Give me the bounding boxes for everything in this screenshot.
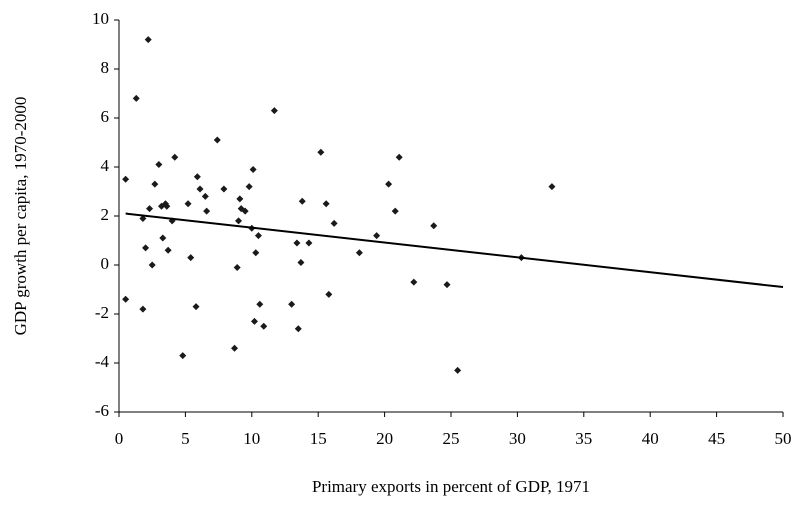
y-tick-label: -6 (95, 401, 109, 420)
point (163, 202, 171, 210)
point (430, 222, 438, 230)
point (187, 254, 195, 262)
point (144, 36, 152, 44)
point (241, 207, 249, 215)
y-tick-label: 8 (101, 58, 110, 77)
point (256, 300, 264, 308)
point (201, 192, 209, 200)
point (122, 295, 130, 303)
point (322, 200, 330, 208)
point (270, 107, 278, 115)
point (260, 322, 268, 330)
point (139, 214, 147, 222)
x-tick-label: 15 (310, 429, 327, 448)
point (355, 249, 363, 257)
point (410, 278, 418, 286)
x-tick-label: 40 (642, 429, 659, 448)
x-tick-label: 30 (509, 429, 526, 448)
x-tick-label: 0 (115, 429, 124, 448)
point (454, 366, 462, 374)
point (192, 303, 200, 311)
point (252, 249, 260, 257)
point (236, 195, 244, 203)
point (235, 217, 243, 225)
point (254, 232, 262, 240)
x-tick-label: 45 (708, 429, 725, 448)
point (297, 259, 305, 267)
point (548, 183, 556, 191)
point (294, 325, 302, 333)
point (293, 239, 301, 247)
point (231, 344, 239, 352)
point (233, 263, 241, 271)
x-tick-label: 25 (443, 429, 460, 448)
point (155, 161, 163, 169)
point (317, 148, 325, 156)
point (159, 234, 167, 242)
point (220, 185, 228, 193)
point (443, 281, 451, 289)
point (184, 200, 192, 208)
point (330, 219, 338, 227)
point (122, 175, 130, 183)
point (148, 261, 156, 269)
y-tick-label: -2 (95, 303, 109, 322)
y-tick-label: 6 (101, 107, 110, 126)
point (305, 239, 313, 247)
x-tick-label: 20 (376, 429, 393, 448)
point (193, 173, 201, 181)
x-tick-label: 50 (775, 429, 792, 448)
point (179, 352, 187, 360)
point (245, 183, 253, 191)
point (391, 207, 399, 215)
point (385, 180, 393, 188)
x-tick-label: 35 (575, 429, 592, 448)
point (298, 197, 306, 205)
point (325, 290, 333, 298)
point (132, 94, 140, 102)
point (196, 185, 204, 193)
point (395, 153, 403, 161)
point (203, 207, 211, 215)
y-tick-label: 4 (101, 156, 110, 175)
y-tick-label: 2 (101, 205, 110, 224)
point (164, 246, 172, 254)
x-axis-label: Primary exports in percent of GDP, 1971 (312, 477, 590, 496)
point (142, 244, 150, 252)
point (288, 300, 296, 308)
point (250, 317, 258, 325)
point (171, 153, 179, 161)
point (249, 165, 257, 173)
y-tick-label: 10 (92, 9, 109, 28)
x-tick-label: 5 (181, 429, 190, 448)
point (213, 136, 221, 144)
y-axis-label: GDP growth per capita, 1970-2000 (11, 97, 30, 336)
trend-line (125, 212, 784, 289)
point (139, 305, 147, 313)
x-tick-label: 10 (243, 429, 260, 448)
point (373, 232, 381, 240)
y-tick-label: -4 (95, 352, 110, 371)
y-tick-label: 0 (101, 254, 110, 273)
point (151, 180, 159, 188)
point (146, 205, 154, 213)
